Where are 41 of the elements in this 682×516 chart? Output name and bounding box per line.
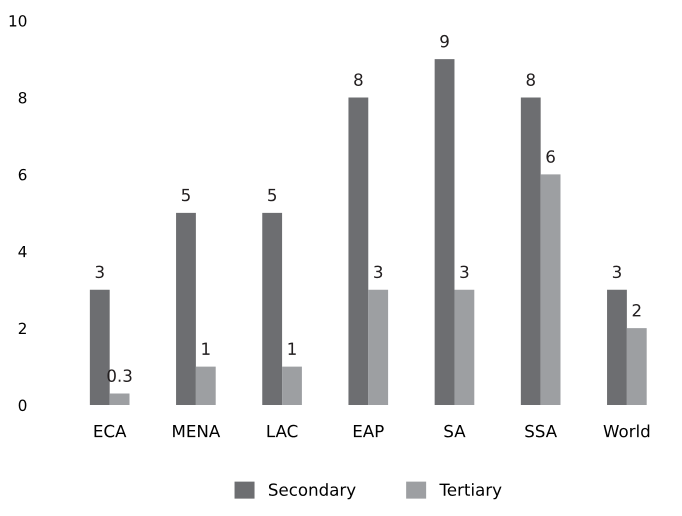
bar (282, 366, 302, 406)
data-label: 1 (202, 342, 210, 355)
bar (520, 98, 541, 406)
bar (196, 366, 216, 406)
x-tick-label: SA (444, 424, 466, 438)
x-tick-label: ECA (94, 424, 126, 438)
bar (626, 328, 647, 406)
data-label: 8 (354, 73, 363, 86)
y-tick-label: 8 (18, 92, 26, 104)
data-label: 1 (288, 342, 296, 355)
y-tick-label: 10 (10, 15, 26, 27)
data-label: 8 (526, 73, 535, 86)
data-label: 3 (460, 266, 468, 278)
x-tick-label: World (604, 424, 650, 438)
y-tick-label: 6 (18, 168, 26, 180)
data-label: 6 (546, 150, 555, 163)
x-tick-label: MENA (173, 425, 220, 438)
data-label: 3 (374, 266, 382, 278)
x-tick-label: SSA (525, 424, 557, 438)
bar (176, 212, 196, 406)
data-label: 5 (268, 188, 276, 202)
bar (110, 394, 130, 406)
bar (348, 98, 368, 406)
legend-label: Tertiary (439, 483, 502, 500)
bar (540, 174, 560, 406)
y-tick-label: 0 (18, 400, 26, 412)
bar (434, 59, 454, 406)
x-tick-label: EAP (354, 425, 384, 438)
y-tick-label: 4 (18, 246, 27, 258)
data-label: 2 (632, 304, 640, 316)
data-label: 9 (440, 34, 449, 48)
data-label: 5 (182, 188, 190, 202)
x-tick-label: LAC (268, 424, 298, 438)
bar (607, 290, 627, 406)
y-tick-label: 2 (18, 322, 26, 334)
bar (368, 290, 388, 406)
data-label: 3 (96, 266, 104, 278)
data-label: 3 (612, 266, 621, 278)
bar (454, 290, 474, 406)
bar (262, 212, 282, 406)
legend-label: Secondary (268, 483, 356, 500)
